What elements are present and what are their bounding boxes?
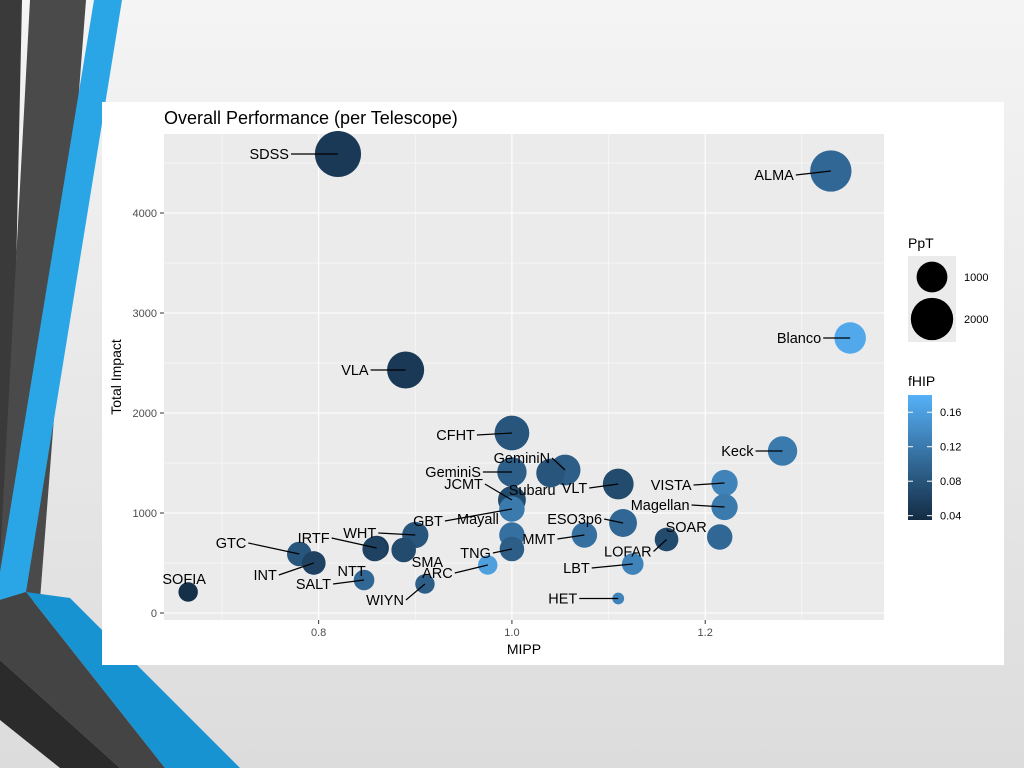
color-legend-label: 0.12 [940, 442, 961, 454]
point-cfht [494, 415, 530, 451]
slide-stripe-gray-bottom [0, 592, 165, 768]
point-label-alma: ALMA [754, 168, 794, 184]
label-leader-line [454, 564, 488, 574]
label-leader-line [476, 432, 512, 436]
label-leader-line [331, 537, 377, 549]
label-leader-line [551, 457, 566, 471]
label-leader-line [248, 542, 300, 555]
slide-stripe-blue-top [0, 0, 122, 600]
size-legend: PpT 1000 2000 [908, 235, 988, 342]
size-legend-key [916, 261, 948, 293]
point-label-int: INT [253, 568, 276, 584]
size-legend-label: 2000 [964, 314, 988, 326]
label-leader-line [557, 534, 585, 540]
size-legend-title: PpT [908, 235, 934, 251]
color-legend-bar [908, 395, 932, 520]
point-label-magellan: Magellan [631, 498, 690, 514]
plot-background [164, 134, 884, 620]
chart-panel: Overall Performance (per Telescope) 0.8 1… [102, 102, 1004, 665]
point-het [612, 592, 625, 605]
point-label-sma: SMA [412, 555, 444, 571]
point-label-gbt: GBT [413, 514, 443, 530]
point-magellan [711, 493, 738, 521]
y-tick-label: 2000 [133, 408, 157, 420]
y-tick-label: 1000 [133, 508, 157, 520]
label-leader-line [653, 539, 667, 552]
label-leader-line [691, 504, 725, 508]
slide-stripe-dark-bottom [0, 660, 120, 768]
point-label-arc: ARC [422, 566, 453, 582]
point-label-salt: SALT [296, 577, 331, 593]
point-label-subaru: Subaru [509, 483, 556, 499]
point-tng [499, 536, 525, 562]
point-label-wht: WHT [343, 526, 376, 542]
point-label-lbt: LBT [563, 561, 590, 577]
point-label-vlt: VLT [562, 481, 588, 497]
label-leader-line [591, 563, 633, 569]
point-label-mmt: MMT [522, 532, 555, 548]
point-label-sdss: SDSS [249, 147, 288, 163]
size-legend-label: 1000 [964, 272, 988, 284]
point-label-sofia: SOFIA [162, 572, 206, 588]
x-axis-ticks: 0.8 1.0 1.2 [311, 620, 713, 639]
scatter-chart: Overall Performance (per Telescope) 0.8 1… [108, 108, 988, 657]
y-tick-label: 4000 [133, 208, 157, 220]
point-sma [391, 537, 416, 563]
label-leader-line [795, 170, 831, 176]
point-alma [810, 150, 852, 192]
label-leader-line [603, 518, 624, 524]
label-leader-line [693, 482, 725, 486]
point-label-tng: TNG [460, 546, 491, 562]
x-axis-title: MIPP [507, 641, 541, 657]
label-leader-line [278, 562, 314, 576]
point-label-eso3p6: ESO3p6 [547, 512, 602, 528]
slide-stripe-blue-bottom [26, 592, 240, 768]
point-label-het: HET [548, 592, 577, 608]
point-ntt [362, 536, 387, 562]
label-leader-line [589, 483, 619, 489]
label-leader-line [492, 548, 513, 554]
y-axis-title: Total Impact [108, 339, 124, 415]
label-leader-line [332, 579, 365, 585]
x-tick-label: 1.2 [698, 627, 713, 639]
point-label-gtc: GTC [216, 536, 247, 552]
point-label-blanco: Blanco [777, 331, 821, 347]
y-axis-ticks: 0 1000 2000 3000 4000 [133, 208, 164, 620]
point-label-soar: SOAR [666, 520, 707, 536]
point-label-vista: VISTA [651, 478, 692, 494]
point-label-mayall: Mayall [457, 512, 499, 528]
point-label-irtf: IRTF [298, 531, 330, 547]
point-label-geminin: GeminiN [494, 451, 550, 467]
point-label-geminis: GeminiS [425, 465, 481, 481]
y-tick-label: 3000 [133, 308, 157, 320]
x-tick-label: 1.0 [504, 627, 519, 639]
point-label-jcmt: JCMT [444, 477, 483, 493]
x-tick-label: 0.8 [311, 627, 326, 639]
color-legend-label: 0.16 [940, 407, 961, 419]
point-label-wiyn: WIYN [366, 593, 404, 609]
point-label-cfht: CFHT [436, 428, 475, 444]
point-label-ntt: NTT [337, 564, 365, 580]
label-leader-line [378, 532, 416, 536]
point-gbt [499, 496, 525, 522]
point-soar [706, 524, 733, 550]
y-tick-label: 0 [151, 608, 157, 620]
point-label-lofar: LOFAR [604, 545, 652, 561]
point-subaru [536, 458, 565, 488]
label-leader-line [405, 583, 426, 601]
chart-title: Overall Performance (per Telescope) [164, 108, 458, 128]
point-sofia [178, 582, 198, 602]
color-legend-title: fHIP [908, 373, 935, 389]
size-legend-key [910, 297, 954, 341]
color-legend: fHIP 0.04 0.08 0.12 0.16 [908, 373, 961, 523]
label-leader-line [444, 508, 513, 522]
point-mmt [571, 522, 598, 548]
color-legend-label: 0.08 [940, 476, 961, 488]
color-legend-label: 0.04 [940, 511, 961, 523]
point-label-vla: VLA [341, 363, 369, 379]
point-label-keck: Keck [721, 444, 754, 460]
data-labels: SDSS ALMA Blanco VLA CFHT Keck GeminiN GeminiS S… [162, 147, 851, 609]
label-leader-line [484, 483, 513, 501]
